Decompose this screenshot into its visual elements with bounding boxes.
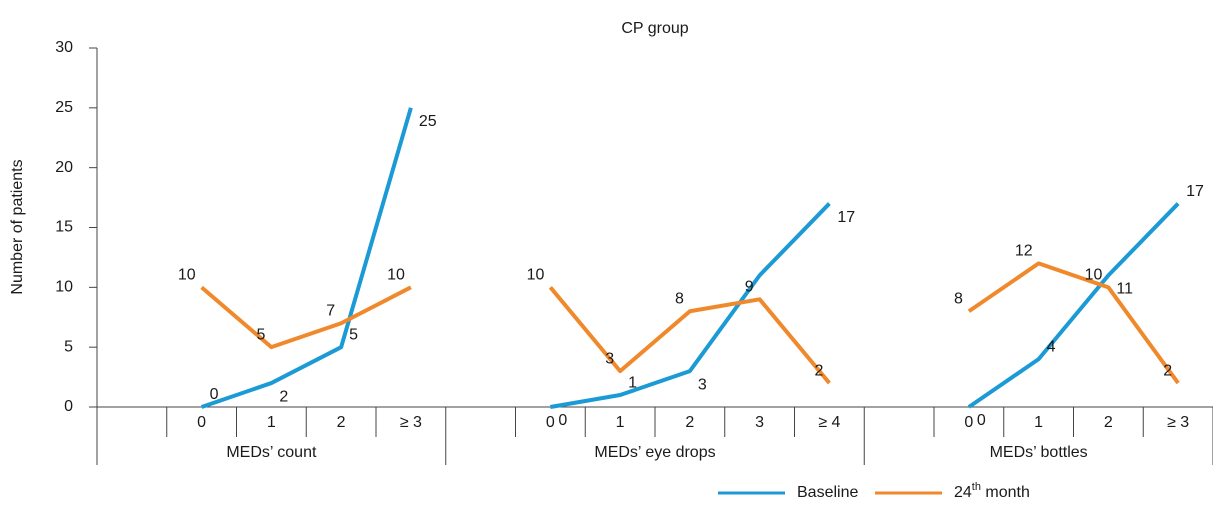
- data-label: 9: [745, 279, 754, 296]
- data-label: 3: [698, 376, 707, 393]
- data-label: 2: [1163, 362, 1172, 379]
- x-tick-label: 1: [616, 414, 625, 431]
- x-tick-label: 2: [685, 414, 694, 431]
- legend-label: Baseline: [797, 484, 858, 501]
- data-label: 0: [558, 412, 567, 429]
- data-label: 10: [387, 267, 405, 284]
- y-axis-label: Number of patients: [9, 159, 26, 294]
- x-tick-label: 2: [1104, 414, 1113, 431]
- data-label: 10: [1085, 267, 1103, 284]
- x-tick-label: ≥ 3: [400, 414, 422, 431]
- data-label: 10: [527, 267, 545, 284]
- x-tick-label: ≥ 4: [818, 414, 840, 431]
- data-label: 4: [1047, 338, 1056, 355]
- data-label: 11: [1116, 281, 1133, 298]
- group-label: MEDs’ count: [226, 444, 317, 461]
- chart-title: CP group: [621, 20, 688, 37]
- data-label: 0: [210, 386, 219, 403]
- data-label: 17: [1186, 183, 1204, 200]
- data-label: 0: [977, 412, 986, 429]
- y-tick-label: 30: [55, 39, 73, 56]
- group-label: MEDs’ bottles: [990, 444, 1088, 461]
- y-tick-label: 20: [55, 159, 73, 176]
- x-tick-label: 0: [197, 414, 206, 431]
- data-label: 12: [1015, 243, 1033, 260]
- data-label: 17: [837, 209, 855, 226]
- y-tick-label: 10: [55, 279, 73, 296]
- x-tick-label: 0: [546, 414, 555, 431]
- data-label: 3: [605, 350, 614, 367]
- series-line: [967, 202, 1180, 409]
- x-tick-label: 3: [755, 414, 764, 431]
- data-label: 25: [419, 113, 437, 130]
- data-label: 8: [954, 290, 963, 307]
- x-tick-label: 1: [267, 414, 276, 431]
- data-label: 2: [814, 362, 823, 379]
- series-line: [550, 202, 831, 409]
- group-label: MEDs’ eye drops: [594, 444, 715, 461]
- series-line: [200, 107, 413, 409]
- data-label: 8: [675, 290, 684, 307]
- x-tick-label: 1: [1034, 414, 1043, 431]
- data-label: 5: [256, 326, 265, 343]
- data-label: 5: [349, 326, 358, 343]
- data-label: 1: [628, 374, 637, 391]
- x-tick-label: 2: [337, 414, 346, 431]
- series-line: [200, 285, 412, 350]
- y-tick-label: 15: [55, 219, 73, 236]
- x-tick-label: ≥ 3: [1167, 414, 1189, 431]
- y-tick-label: 5: [64, 338, 73, 355]
- legend-label: 24th month: [954, 481, 1030, 501]
- y-tick-label: 0: [64, 398, 73, 415]
- data-label: 7: [326, 302, 335, 319]
- series-line: [548, 286, 831, 385]
- series-line: [967, 261, 1180, 385]
- x-tick-label: 0: [964, 414, 973, 431]
- y-tick-label: 25: [55, 99, 73, 116]
- data-label: 2: [279, 388, 288, 405]
- data-label: 10: [178, 267, 196, 284]
